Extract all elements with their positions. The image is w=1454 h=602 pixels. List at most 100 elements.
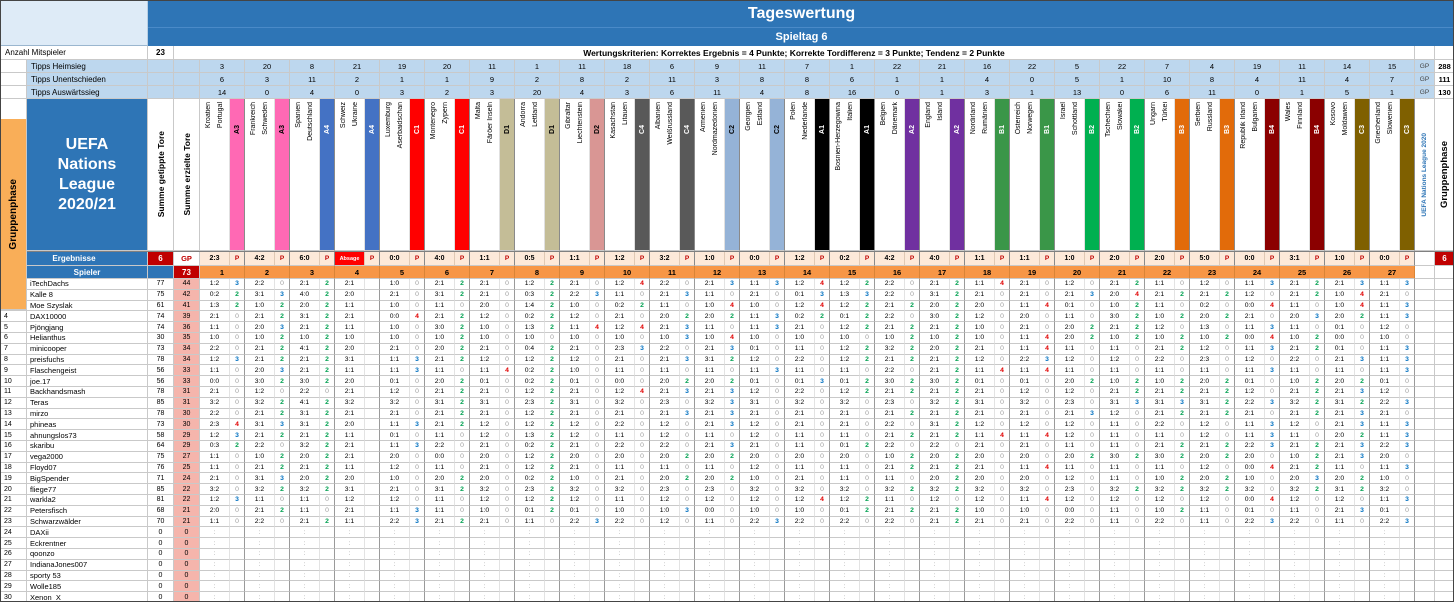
tipps-count-cell[interactable]: 11	[650, 73, 695, 86]
tip-cell[interactable]: 1:1	[1010, 462, 1040, 474]
tip-cell[interactable]: 0:1	[740, 376, 770, 387]
tip-cell[interactable]: 2:1	[245, 311, 275, 323]
tip-cell[interactable]: 3:2	[920, 397, 950, 409]
tip-cell[interactable]: 1:1	[965, 365, 995, 377]
tipps-count-cell[interactable]: 11	[470, 60, 515, 73]
tip-cell[interactable]: 2:1	[1370, 289, 1400, 301]
tipps-count-cell[interactable]: 22	[875, 60, 920, 73]
tip-cell[interactable]: 3:0	[245, 376, 275, 387]
tip-cell[interactable]: 2:2	[1370, 516, 1400, 528]
tip-cell[interactable]: 2:0	[695, 451, 725, 463]
tip-cell[interactable]: 3:1	[245, 419, 275, 431]
tip-cell[interactable]: 0:1	[1325, 322, 1355, 333]
tip-cell[interactable]: 1:1	[695, 289, 725, 301]
tip-cell[interactable]: :	[875, 581, 905, 593]
tip-cell[interactable]: 3:2	[290, 484, 320, 495]
tipps-count-cell[interactable]: 15	[1370, 60, 1415, 73]
tip-cell[interactable]: 2:1	[1325, 505, 1355, 517]
tip-cell[interactable]: 1:2	[515, 494, 545, 506]
tip-cell[interactable]: 1:2	[515, 462, 545, 474]
tip-cell[interactable]: 2:1	[695, 343, 725, 355]
tipps-count-cell[interactable]: 6	[1145, 86, 1190, 99]
tip-cell[interactable]: 2:1	[1235, 408, 1265, 420]
tip-cell[interactable]: 1:2	[1190, 343, 1220, 355]
tip-cell[interactable]: 2:0	[470, 300, 500, 312]
tip-cell[interactable]: :	[965, 538, 995, 549]
tip-cell[interactable]: 2:1	[920, 322, 950, 333]
tip-cell[interactable]: 1:0	[1190, 332, 1220, 344]
tip-cell[interactable]: 1:0	[1145, 376, 1175, 387]
tip-cell[interactable]: 2:1	[785, 419, 815, 431]
tip-cell[interactable]: 2:0	[740, 451, 770, 463]
tip-cell[interactable]: 1:1	[605, 365, 635, 377]
tip-cell[interactable]: 2:1	[830, 419, 860, 431]
tip-cell[interactable]: 2:2	[605, 440, 635, 452]
tip-cell[interactable]: :	[830, 559, 860, 571]
tip-cell[interactable]: 2:1	[470, 440, 500, 452]
tip-cell[interactable]: 1:1	[1100, 365, 1130, 377]
tip-cell[interactable]: 1:1	[830, 365, 860, 377]
tip-cell[interactable]: 2:1	[380, 343, 410, 355]
tip-cell[interactable]: :	[650, 527, 680, 539]
tip-cell[interactable]: 3:1	[290, 311, 320, 323]
tip-cell[interactable]: 1:2	[740, 494, 770, 506]
tip-cell[interactable]: 2:0	[1055, 376, 1085, 387]
tip-cell[interactable]: 1:1	[1100, 419, 1130, 431]
tip-cell[interactable]: 1:1	[1325, 365, 1355, 377]
tip-cell[interactable]: :	[875, 559, 905, 571]
tipps-count-cell[interactable]: 11	[1280, 60, 1325, 73]
tipps-count-cell[interactable]: 3	[470, 86, 515, 99]
tip-cell[interactable]: 1:0	[1370, 332, 1400, 344]
tip-cell[interactable]: 1:2	[965, 354, 995, 366]
tip-cell[interactable]: 1:0	[290, 332, 320, 344]
tip-cell[interactable]: :	[1145, 570, 1175, 582]
tip-cell[interactable]: 1:0	[695, 300, 725, 312]
tipps-count-cell[interactable]: 0	[875, 86, 920, 99]
tip-cell[interactable]: :	[1370, 548, 1400, 560]
tip-cell[interactable]: 1:2	[650, 494, 680, 506]
tip-cell[interactable]: :	[380, 570, 410, 582]
tip-cell[interactable]: 1:1	[830, 462, 860, 474]
tip-cell[interactable]: 2:1	[920, 279, 950, 290]
tip-cell[interactable]: 0:0	[380, 311, 410, 323]
tip-cell[interactable]: 1:1	[1280, 300, 1310, 312]
tip-cell[interactable]: 3:1	[1190, 397, 1220, 409]
tip-cell[interactable]: 1:1	[1370, 311, 1400, 323]
tip-cell[interactable]: 1:2	[1100, 354, 1130, 366]
tip-cell[interactable]: 1:2	[605, 386, 635, 398]
tip-cell[interactable]: 3:2	[695, 397, 725, 409]
tip-cell[interactable]: 2:0	[1370, 451, 1400, 463]
tip-cell[interactable]: 2:0	[650, 311, 680, 323]
tip-cell[interactable]: 2:1	[1325, 451, 1355, 463]
tip-cell[interactable]: 1:2	[470, 494, 500, 506]
tip-cell[interactable]: 2:1	[560, 408, 590, 420]
tip-cell[interactable]: :	[515, 548, 545, 560]
tip-cell[interactable]: :	[1235, 592, 1265, 601]
tip-cell[interactable]: 1:0	[1145, 473, 1175, 485]
tip-cell[interactable]: 3:2	[245, 484, 275, 495]
tip-cell[interactable]: :	[605, 570, 635, 582]
tip-cell[interactable]: :	[515, 559, 545, 571]
tip-cell[interactable]: :	[1190, 581, 1220, 593]
tip-cell[interactable]: 1:0	[245, 332, 275, 344]
tip-cell[interactable]: 3:1	[245, 289, 275, 301]
tip-cell[interactable]: 1:0	[1280, 332, 1310, 344]
tip-cell[interactable]: :	[1235, 581, 1265, 593]
tip-cell[interactable]: 2:1	[1280, 408, 1310, 420]
tip-cell[interactable]: :	[470, 559, 500, 571]
tip-cell[interactable]: 3:1	[1145, 397, 1175, 409]
tipps-count-cell[interactable]: 22	[1010, 60, 1055, 73]
tip-cell[interactable]: 1:1	[1010, 365, 1040, 377]
tip-cell[interactable]: :	[560, 592, 590, 601]
tip-cell[interactable]: 2:1	[605, 354, 635, 366]
tip-cell[interactable]: :	[290, 548, 320, 560]
tip-cell[interactable]: 2:2	[1235, 440, 1265, 452]
tip-cell[interactable]: 1:0	[515, 332, 545, 344]
tip-cell[interactable]: 2:1	[740, 440, 770, 452]
tip-cell[interactable]: :	[1280, 570, 1310, 582]
tip-cell[interactable]: 2:1	[290, 365, 320, 377]
tipps-count-cell[interactable]: 1	[920, 86, 965, 99]
tipps-count-cell[interactable]: 19	[380, 60, 425, 73]
tip-cell[interactable]: 2:1	[740, 289, 770, 301]
tip-cell[interactable]: 1:1	[200, 451, 230, 463]
